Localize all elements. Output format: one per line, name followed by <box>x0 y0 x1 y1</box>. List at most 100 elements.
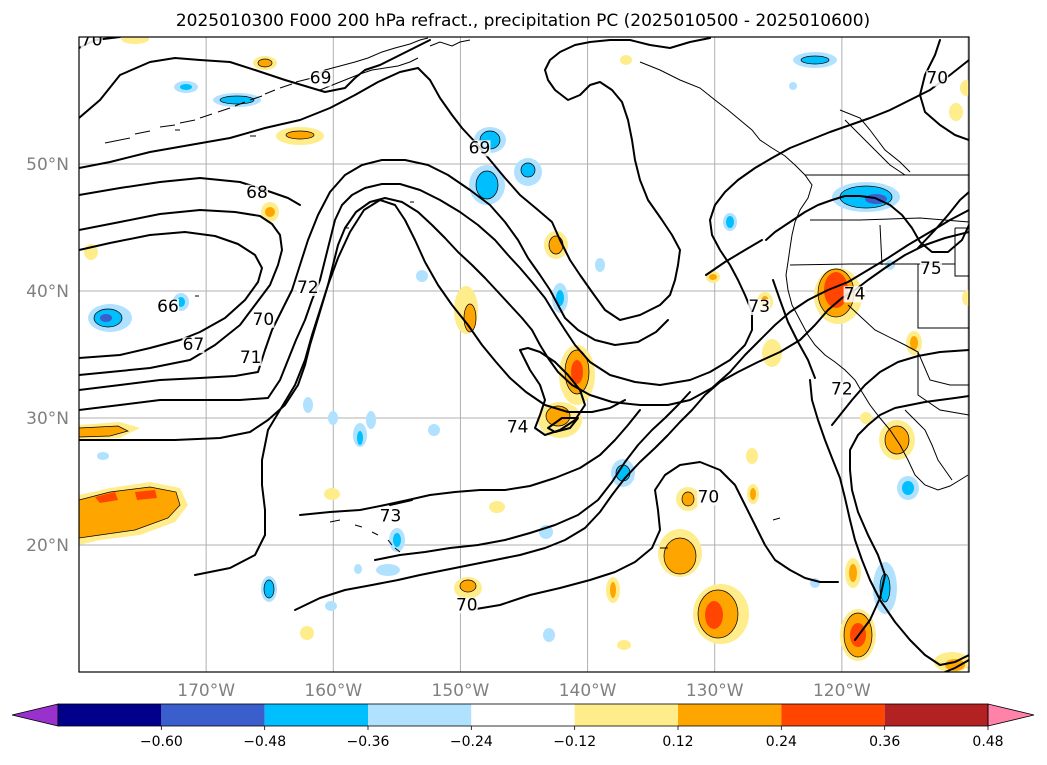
colorbar-tick-label: 0.48 <box>972 734 1003 750</box>
precip-blob <box>95 490 157 503</box>
precipitation-shading <box>79 37 969 672</box>
contour-label: 72 <box>831 380 853 400</box>
colorbar-extend-high <box>987 703 1035 727</box>
precip-blob <box>357 431 363 445</box>
contour-label: 68 <box>246 183 268 203</box>
contour-label-bg <box>246 184 268 201</box>
contour-line <box>79 37 711 321</box>
map-background <box>79 37 969 672</box>
contour-label-bg <box>919 260 942 277</box>
precip-blob <box>303 397 313 413</box>
contour-line <box>79 177 301 206</box>
contour-line <box>831 349 969 426</box>
precip-blob <box>325 601 337 611</box>
contour-line <box>919 39 969 141</box>
precip-blob <box>746 448 758 464</box>
precip-blob <box>750 488 756 500</box>
precip-blob <box>328 411 338 425</box>
contour-label: 66 <box>157 297 179 317</box>
precip-blob <box>428 424 440 436</box>
colorbar-segment <box>58 704 162 726</box>
colorbar-segment <box>678 704 782 726</box>
contour-line <box>299 409 641 516</box>
precip-blob <box>663 537 697 575</box>
contour-line <box>519 347 586 436</box>
map-frame <box>78 36 970 673</box>
colorbar-tick-label: 0.24 <box>766 734 797 750</box>
contour-line <box>389 499 413 506</box>
colorbar: −0.60 −0.48 −0.36 −0.24 −0.12 0.12 0.24 0.36 0.4… <box>11 703 1035 750</box>
contour-label: 69 <box>469 138 491 158</box>
lon-tick-label: 140°W <box>559 681 617 701</box>
colorbar-tick-label: −0.36 <box>347 734 390 750</box>
precip-blob <box>860 412 872 424</box>
lat-tick-label: 30°N <box>26 409 69 429</box>
lat-tick-label: 40°N <box>26 282 69 302</box>
precip-blob <box>705 601 723 629</box>
precip-blob <box>376 564 400 576</box>
precip-blob <box>100 314 112 322</box>
contour-label: 74 <box>507 418 529 438</box>
contour-line <box>705 239 763 276</box>
precip-blob <box>681 491 695 507</box>
contour-line <box>194 199 626 576</box>
precip-blob <box>285 130 315 140</box>
contour-label: 70 <box>456 596 478 616</box>
contour-label: 71 <box>240 348 262 368</box>
contour-label: 70 <box>926 68 948 88</box>
precip-blob <box>789 82 797 90</box>
precip-blob <box>762 339 782 367</box>
contour-label: 73 <box>748 297 770 317</box>
precip-blob <box>548 235 564 255</box>
precip-blob <box>393 533 401 547</box>
contour-line <box>917 191 969 249</box>
contour-line <box>547 417 579 433</box>
precip-blob <box>962 290 969 306</box>
colorbar-segment <box>574 704 678 726</box>
colorbar-segment <box>471 704 575 726</box>
precip-blob <box>79 425 129 438</box>
contour-line <box>772 279 816 379</box>
precip-blob <box>726 216 734 228</box>
lon-tick-label: 120°W <box>813 681 871 701</box>
contour-label-bg <box>697 489 720 506</box>
precip-blob <box>910 336 918 350</box>
figure-title: 2025010300 F000 200 hPa refract., precip… <box>176 11 870 31</box>
precip-blob <box>556 290 564 306</box>
lat-tick-label: 20°N <box>26 536 69 556</box>
contour-label: 70 <box>698 488 720 508</box>
lon-tick-label: 130°W <box>686 681 744 701</box>
coastlines <box>104 37 969 553</box>
precip-blob <box>610 582 616 598</box>
precip-blob <box>595 258 605 272</box>
contour-label-bg <box>309 70 332 87</box>
precip-blob <box>620 55 632 65</box>
contour-label-bg <box>182 337 205 354</box>
colorbar-tick-label: 0.12 <box>662 734 693 750</box>
precip-blob <box>475 170 499 200</box>
colorbar-segment <box>781 704 885 726</box>
contour-label: 70 <box>253 310 275 330</box>
contour-line <box>79 39 431 119</box>
precip-blob <box>960 80 969 96</box>
precip-blob <box>97 452 109 460</box>
colorbar-frame <box>57 703 989 727</box>
contour-label-bg <box>926 70 949 87</box>
precip-blob <box>324 488 340 500</box>
precip-blob <box>571 360 583 384</box>
contour-line <box>79 231 263 359</box>
precip-blob <box>520 162 536 178</box>
colorbar-segment <box>264 704 368 726</box>
precip-blob <box>180 84 192 90</box>
precip-blob <box>800 55 830 65</box>
precip-blob <box>257 58 273 68</box>
precip-blob <box>366 411 376 429</box>
contour-line <box>79 159 669 391</box>
contour-label-bg <box>296 280 319 296</box>
contour-line <box>944 659 969 672</box>
colorbar-tick-label: −0.60 <box>140 734 183 750</box>
precip-blob <box>121 37 149 44</box>
colorbar-segment <box>161 704 265 726</box>
